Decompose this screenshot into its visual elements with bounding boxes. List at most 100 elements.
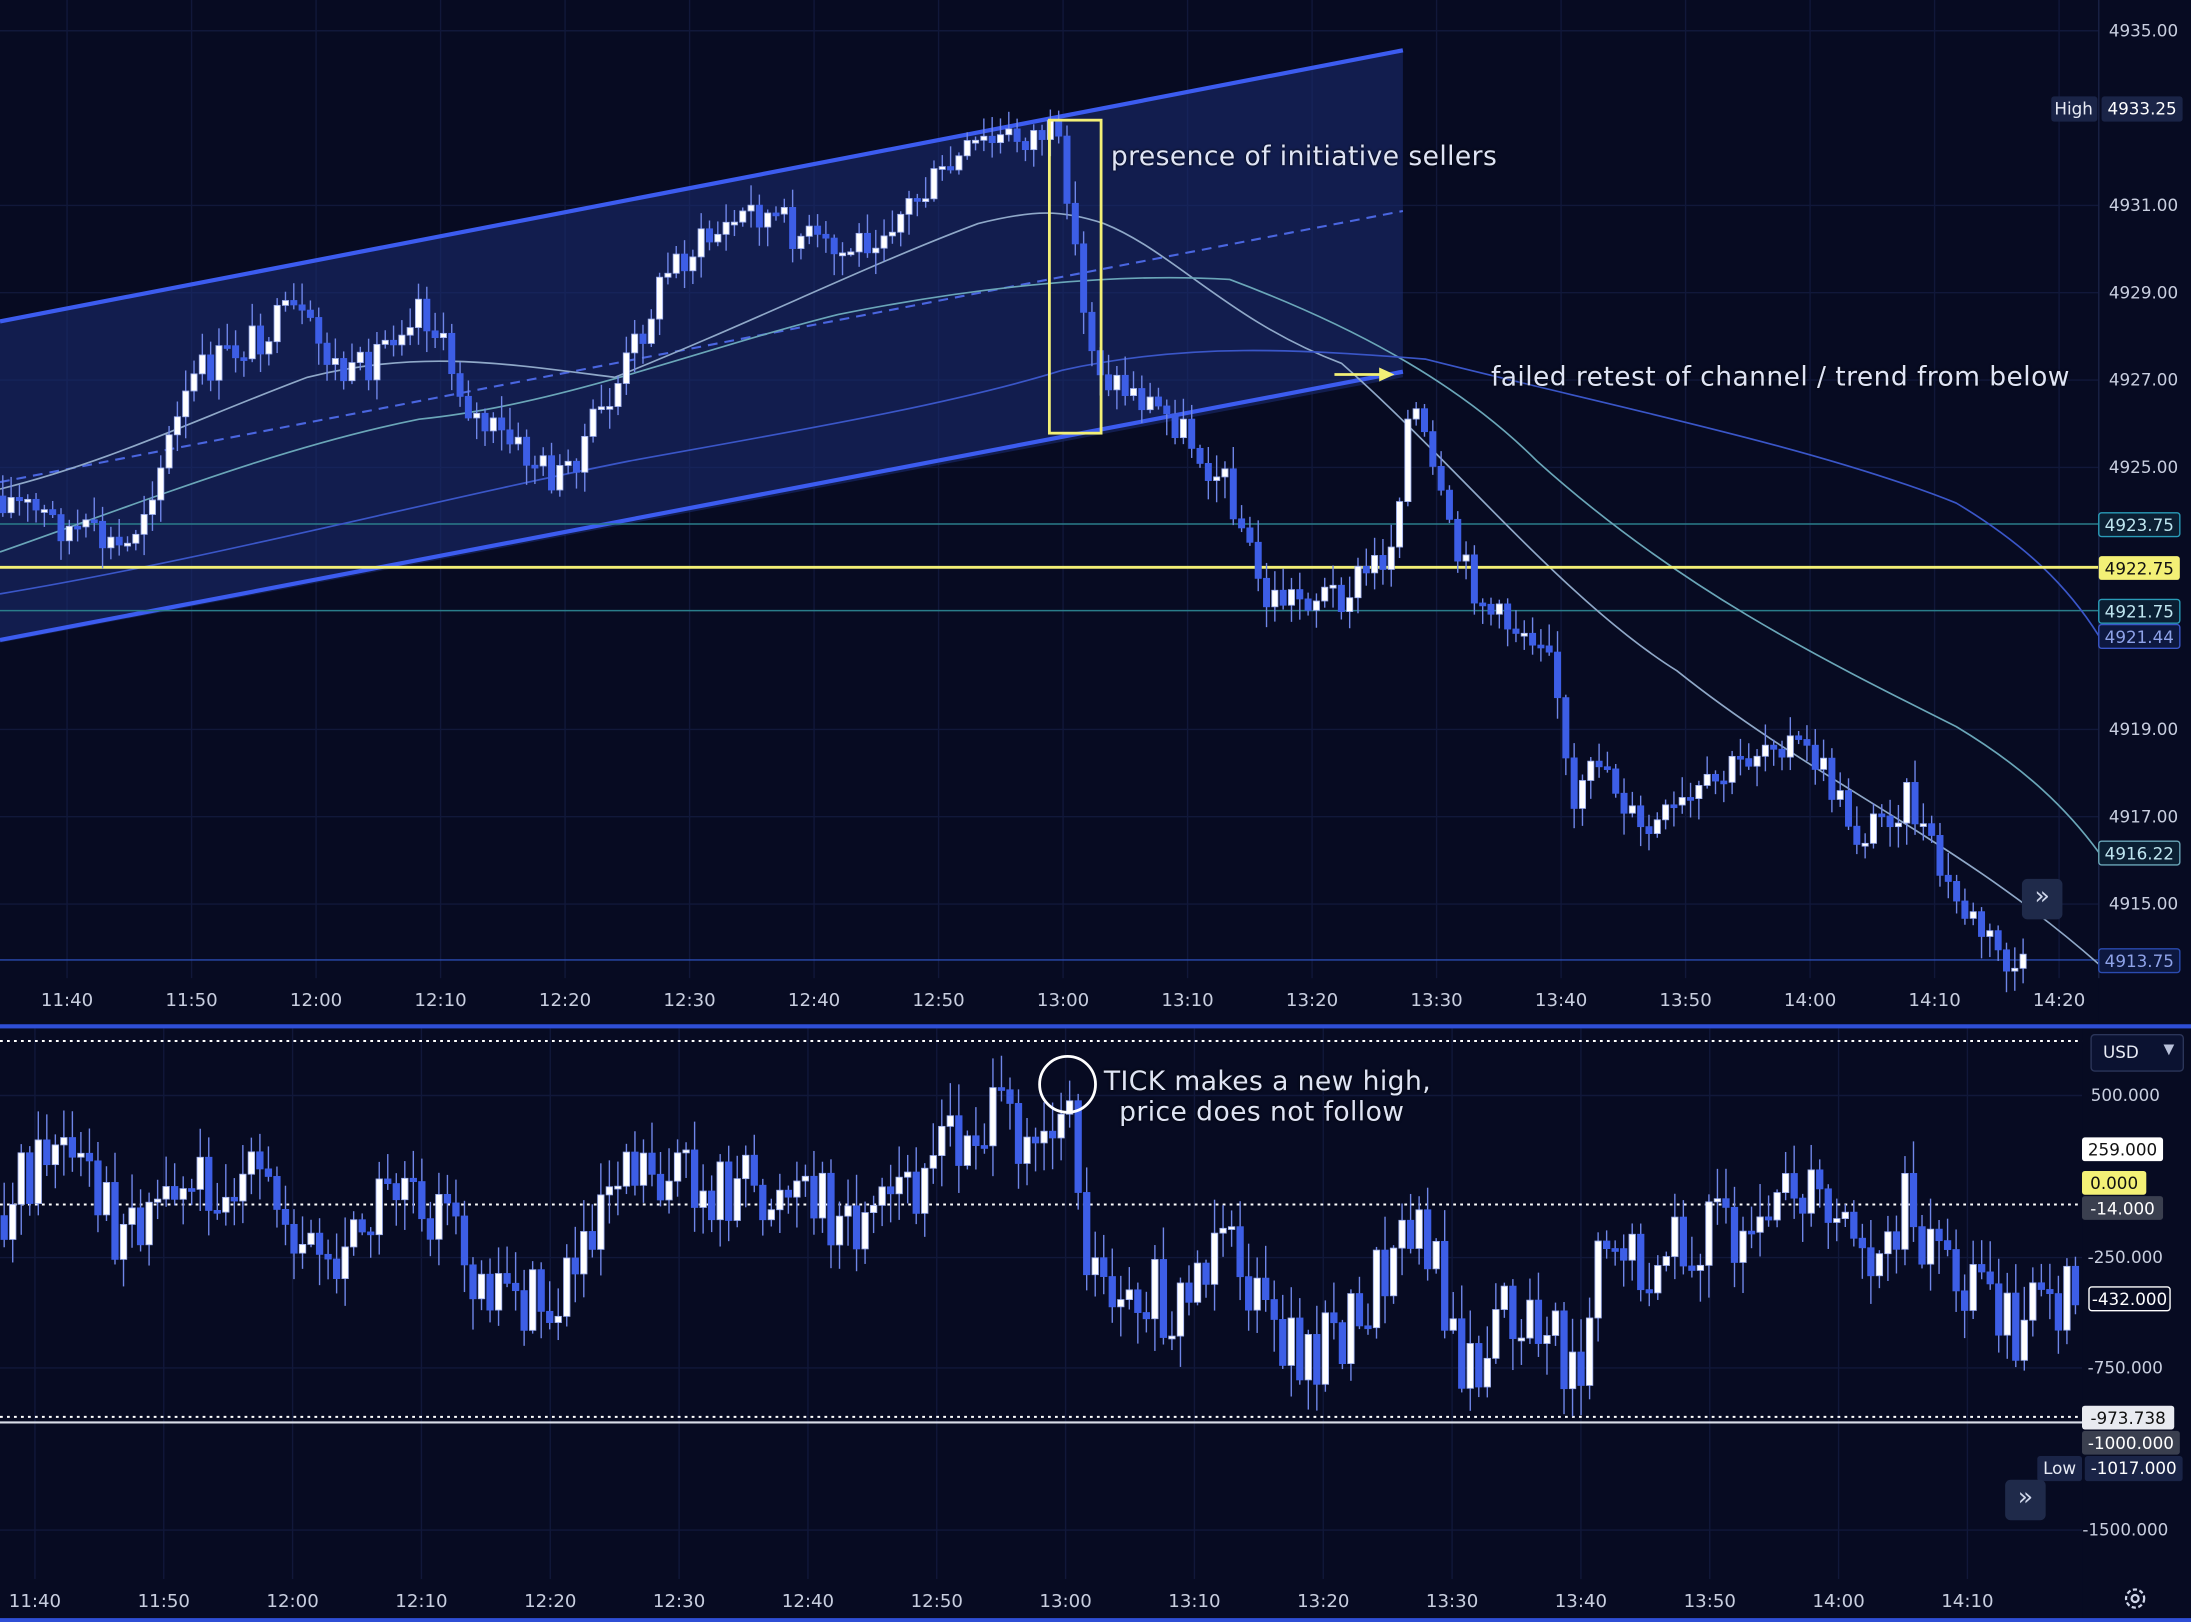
price-candle-up[interactable] [1213,476,1221,481]
tick-candle-up[interactable] [350,1219,358,1248]
tick-candle-up[interactable] [1117,1299,1125,1308]
price-candle-up[interactable] [82,519,90,528]
tick-candle-up[interactable] [51,1144,59,1166]
tick-candle-up[interactable] [1568,1351,1577,1390]
price-candle-up[interactable] [556,465,564,491]
tick-candle-down[interactable] [1100,1257,1108,1277]
tick-candle-down[interactable] [1603,1240,1611,1250]
price-candle-up[interactable] [905,198,913,215]
price-candle-up[interactable] [331,358,339,365]
price-candle-down[interactable] [456,373,464,397]
tick-candle-up[interactable] [716,1161,724,1221]
tick-candle-down[interactable] [281,1208,290,1225]
tick-candle-down[interactable] [708,1190,716,1221]
tick-candle-down[interactable] [997,1087,1006,1091]
price-candle-down[interactable] [1612,768,1620,794]
price-candle-down[interactable] [639,333,647,344]
price-candle-up[interactable] [2019,953,2027,969]
tick-candle-up[interactable] [614,1185,622,1190]
tick-candle-up[interactable] [1321,1312,1329,1385]
price-candle-down[interactable] [1204,462,1212,481]
tick-candle-up[interactable] [222,1196,230,1213]
tick-candle-down[interactable] [2071,1265,2080,1306]
price-candle-up[interactable] [714,233,722,243]
tick-candle-down[interactable] [26,1152,34,1204]
price-candle-up[interactable] [656,276,664,320]
price-candle-down[interactable] [1254,541,1262,579]
price-candle-up[interactable] [972,139,980,144]
price-candle-up[interactable] [564,460,572,466]
tick-candle-up[interactable] [1756,1216,1764,1233]
price-candle-up[interactable] [631,333,639,354]
tick-candle-down[interactable] [511,1282,520,1292]
tick-candle-down[interactable] [205,1156,213,1211]
tick-candle-down[interactable] [1892,1231,1901,1250]
tick-candle-down[interactable] [1560,1310,1568,1390]
time-axis[interactable]: 11:40 11:50 12:00 12:10 12:20 12:30 12:40 12:50… [41,990,2085,1011]
price-candle-up[interactable] [398,334,406,346]
price-candle-down[interactable] [448,332,456,375]
tick-candle-down[interactable] [690,1149,699,1208]
tick-candle-down[interactable] [68,1137,77,1158]
tick-candle-down[interactable] [94,1160,102,1216]
price-candle-down[interactable] [223,345,231,349]
price-candle-down[interactable] [1961,900,1969,919]
price-candle-up[interactable] [248,325,256,360]
tick-scroll-to-realtime-button[interactable]: » [2005,1479,2046,1521]
tick-candle-down[interactable] [1381,1249,1389,1297]
price-candle-up[interactable] [182,390,190,418]
price-candle-up[interactable] [1520,632,1528,637]
price-candle-down[interactable] [390,339,398,346]
tick-candle-up[interactable] [1492,1309,1500,1359]
tick-candle-down[interactable] [358,1219,366,1233]
price-candle-down[interactable] [1279,589,1287,606]
price-candle-down[interactable] [814,225,822,235]
tick-candle-down[interactable] [588,1231,596,1250]
price-candle-up[interactable] [165,434,173,469]
price-candle-down[interactable] [1429,431,1437,467]
price-candle-down[interactable] [755,204,763,228]
price-candle-down[interactable] [1911,782,1919,825]
tick-candle-up[interactable] [1901,1173,1909,1250]
price-candle-up[interactable] [805,225,813,237]
tick-candle-down[interactable] [1355,1293,1364,1327]
tick-candle-up[interactable] [1739,1230,1747,1263]
tick-candle-up[interactable] [494,1273,503,1311]
tick-candle-up[interactable] [77,1152,85,1158]
tick-candle-down[interactable] [725,1161,733,1221]
price-candle-down[interactable] [705,228,713,243]
tick-candle-down[interactable] [486,1273,494,1311]
price-candle-down[interactable] [1479,602,1487,607]
price-candle-up[interactable] [980,135,988,141]
tick-candle-up[interactable] [1151,1259,1159,1320]
tick-candle-down[interactable] [1764,1216,1773,1221]
tick-candle-down[interactable] [520,1290,528,1331]
price-candle-down[interactable] [548,455,556,491]
price-candle-up[interactable] [839,252,847,257]
tick-candle-up[interactable] [639,1152,648,1186]
price-candle-up[interactable] [847,251,855,256]
price-candle-down[interactable] [1711,773,1719,782]
tick-candle-down[interactable] [1159,1259,1168,1338]
tick-candle-down[interactable] [1313,1334,1321,1385]
price-candle-down[interactable] [789,207,797,249]
price-candle-up[interactable] [780,207,788,215]
tick-candle-down[interactable] [418,1181,426,1220]
price-candle-up[interactable] [1321,586,1329,602]
price-candle-up[interactable] [489,417,497,432]
price-candle-down[interactable] [1296,589,1304,600]
tick-candle-up[interactable] [699,1190,707,1208]
price-candle-up[interactable] [1396,501,1404,548]
tick-candle-up[interactable] [1662,1256,1670,1266]
tick-candle-up[interactable] [878,1186,886,1206]
tick-candle-down[interactable] [2012,1292,2020,1361]
price-candle-down[interactable] [1953,881,1961,902]
price-candle-down[interactable] [340,358,348,382]
price-candle-up[interactable] [190,373,198,392]
tick-candle-up[interactable] [1969,1264,1977,1311]
tick-candle-up[interactable] [793,1180,801,1198]
tick-candle-up[interactable] [9,1203,17,1240]
tick-candle-down[interactable] [1142,1312,1150,1320]
price-candle-up[interactable] [406,327,414,336]
tick-candle-up[interactable] [1253,1277,1261,1311]
